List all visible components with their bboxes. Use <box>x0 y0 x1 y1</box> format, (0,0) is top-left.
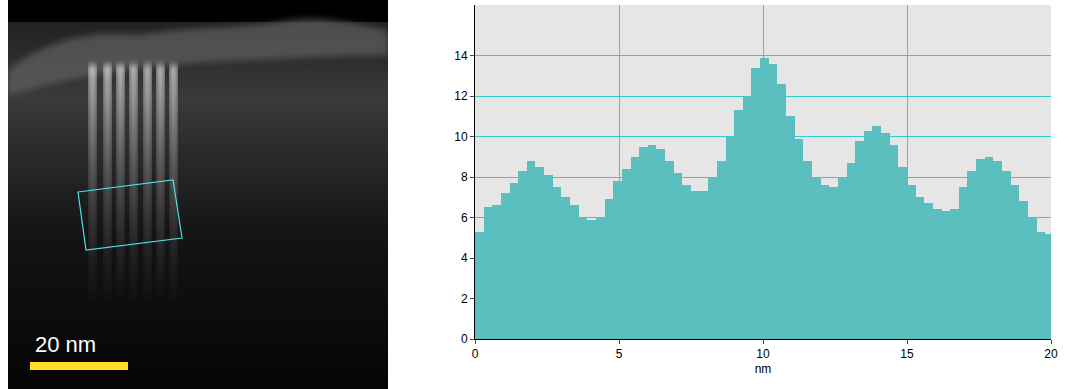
svg-text:8: 8 <box>461 170 468 184</box>
svg-text:4: 4 <box>461 251 468 265</box>
svg-text:6: 6 <box>461 211 468 225</box>
svg-text:nm: nm <box>755 362 772 376</box>
svg-text:10: 10 <box>454 130 468 144</box>
svg-text:15: 15 <box>900 347 914 361</box>
svg-text:0: 0 <box>461 332 468 346</box>
svg-text:12: 12 <box>454 89 468 103</box>
svg-text:20: 20 <box>1044 347 1058 361</box>
svg-text:20 nm: 20 nm <box>35 332 96 357</box>
svg-text:0: 0 <box>472 347 479 361</box>
svg-text:2: 2 <box>461 292 468 306</box>
svg-text:14: 14 <box>454 49 468 63</box>
svg-text:10: 10 <box>756 347 770 361</box>
svg-text:5: 5 <box>616 347 623 361</box>
